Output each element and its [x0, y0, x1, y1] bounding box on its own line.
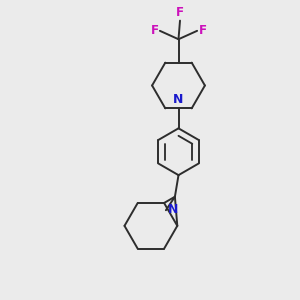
Text: N: N — [168, 203, 179, 216]
Text: F: F — [176, 6, 184, 19]
Text: N: N — [173, 93, 184, 106]
Text: F: F — [199, 24, 207, 37]
Text: F: F — [150, 24, 158, 37]
